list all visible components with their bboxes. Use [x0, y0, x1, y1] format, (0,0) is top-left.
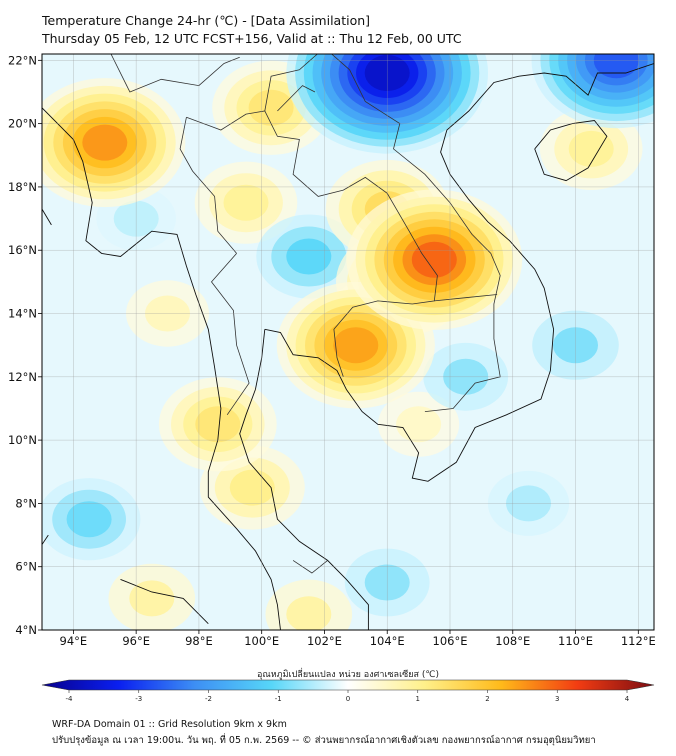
- map-subtitle: Thursday 05 Feb, 12 UTC FCST+156, Valid …: [42, 31, 462, 46]
- lon-tick-label: 102°E: [307, 634, 342, 648]
- temperature-blob: [248, 89, 294, 126]
- lat-tick-label: 12°N: [8, 370, 37, 384]
- temperature-blob: [411, 241, 457, 278]
- temperature-blob: [568, 130, 614, 167]
- map-gridlines: [42, 54, 654, 630]
- colorbar-tick-label: -4: [66, 695, 74, 703]
- border-line: [110, 54, 240, 93]
- latitude-axis: 4°N 6°N 8°N 10°N 12°N 14°N 16°N 18°N 20°N 22°N: [8, 53, 42, 637]
- temperature-blob: [129, 580, 175, 617]
- temperature-blob: [229, 469, 275, 506]
- temperature-blob: [66, 501, 112, 538]
- temperature-blob: [286, 238, 332, 275]
- colorbar-bar: [41, 679, 655, 691]
- border-line: [434, 294, 498, 302]
- border-line: [277, 85, 316, 112]
- colorbar-tick-label: 2: [485, 695, 489, 703]
- colorbar-tick-label: -1: [275, 695, 282, 703]
- colorbar: อุณหภูมิเปลี่ยนแปลง หน่วย องศาเซลเซียส (…: [41, 667, 655, 703]
- border-line: [292, 560, 328, 574]
- coastline: [264, 63, 654, 482]
- temperature-blob: [82, 124, 128, 161]
- lon-tick-label: 98°E: [185, 634, 213, 648]
- footer-credit: ปรับปรุงข้อมูล ณ เวลา 19:00น. วัน พฤ. ที…: [52, 735, 596, 746]
- temperature-blob: [396, 406, 442, 443]
- temperature-change-map: 4°N 6°N 8°N 10°N 12°N 14°N 16°N 18°N 20°N 22°N 94…: [8, 53, 656, 703]
- lon-tick-label: 110°E: [558, 634, 593, 648]
- lat-tick-label: 22°N: [8, 53, 37, 67]
- coastline: [42, 107, 281, 630]
- colorbar-tick-label: -2: [205, 695, 212, 703]
- map-plot-area: [41, 53, 655, 631]
- colorbar-tick-label: 3: [555, 695, 559, 703]
- longitude-axis: 94°E 96°E 98°E 100°E 102°E 104°E 106°E 108°E 110…: [60, 630, 656, 648]
- coastline: [239, 329, 369, 630]
- lon-tick-label: 94°E: [60, 634, 88, 648]
- coastline: [42, 208, 52, 226]
- lat-tick-label: 18°N: [8, 180, 37, 194]
- coastline: [534, 120, 608, 182]
- lon-tick-label: 108°E: [495, 634, 530, 648]
- lon-tick-label: 100°E: [244, 634, 279, 648]
- coastline: [42, 534, 49, 545]
- colorbar-tick-label: 0: [346, 695, 350, 703]
- lat-tick-label: 20°N: [8, 117, 37, 131]
- colorbar-ticks: -4 -3 -2 -1 0 1 2 3 4: [66, 690, 630, 703]
- colorbar-label: อุณหภูมิเปลี่ยนแปลง หน่วย องศาเซลเซียส (…: [257, 667, 439, 680]
- lat-tick-label: 16°N: [8, 243, 37, 257]
- colorbar-tick-label: 4: [625, 695, 630, 703]
- colorbar-tick-label: 1: [416, 695, 420, 703]
- lat-tick-label: 10°N: [8, 433, 37, 447]
- map-title: Temperature Change 24-hr (℃) - [Data Ass…: [42, 13, 371, 28]
- lon-tick-label: 104°E: [370, 634, 405, 648]
- lon-tick-label: 112°E: [621, 634, 656, 648]
- lat-tick-label: 6°N: [15, 560, 37, 574]
- temperature-blob: [286, 596, 332, 630]
- footer-model-info: WRF-DA Domain 01 :: Grid Resolution 9km …: [52, 719, 287, 730]
- border-line: [179, 117, 237, 254]
- map-frame: [41, 53, 655, 631]
- temperature-blob: [223, 184, 269, 221]
- lat-tick-label: 8°N: [15, 496, 37, 510]
- temperature-blob: [195, 406, 241, 443]
- lat-tick-label: 4°N: [15, 623, 37, 637]
- lat-tick-label: 14°N: [8, 307, 37, 321]
- lon-tick-label: 96°E: [122, 634, 150, 648]
- border-line: [210, 253, 250, 416]
- colorbar-tick-label: -3: [135, 695, 142, 703]
- lon-tick-label: 106°E: [433, 634, 468, 648]
- temperature-blob: [333, 327, 379, 364]
